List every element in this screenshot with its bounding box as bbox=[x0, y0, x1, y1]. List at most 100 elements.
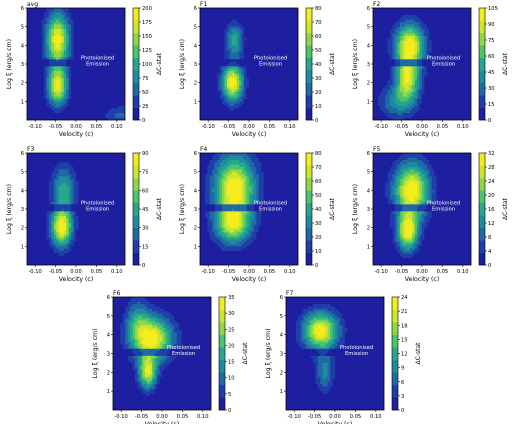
heatmap-cell bbox=[27, 68, 30, 72]
heatmap-cell bbox=[290, 33, 294, 37]
colorbar-segment bbox=[133, 32, 139, 46]
heatmap-cell bbox=[278, 71, 282, 74]
heatmap-cell bbox=[236, 71, 240, 74]
heatmap-cell bbox=[263, 101, 267, 105]
heatmap-cell bbox=[375, 87, 379, 91]
heatmap-cell bbox=[110, 82, 114, 86]
heatmap-cell bbox=[46, 71, 50, 74]
heatmap-cell bbox=[222, 10, 225, 14]
heatmap-cell bbox=[422, 96, 425, 100]
heatmap-cell bbox=[31, 89, 35, 93]
heatmap-cell bbox=[397, 103, 401, 107]
heatmap-cell bbox=[397, 94, 401, 98]
heatmap-cell bbox=[102, 61, 106, 65]
heatmap-cell bbox=[88, 52, 92, 56]
heatmap-cell bbox=[41, 71, 45, 74]
heatmap-cell bbox=[83, 110, 87, 114]
heatmap-cell bbox=[27, 94, 30, 98]
heatmap-cell bbox=[63, 106, 67, 109]
heatmap-cell bbox=[234, 26, 238, 30]
heatmap-cell bbox=[29, 50, 33, 53]
heatmap-cell bbox=[44, 50, 47, 53]
heatmap-cell bbox=[407, 12, 411, 16]
heatmap-cell bbox=[263, 17, 267, 21]
heatmap-cell bbox=[249, 12, 252, 16]
heatmap-cell bbox=[90, 54, 94, 58]
heatmap-cell bbox=[224, 78, 228, 81]
heatmap-cell bbox=[36, 17, 40, 21]
heatmap-cell bbox=[395, 92, 398, 95]
heatmap-cell bbox=[53, 15, 57, 18]
heatmap-cell bbox=[115, 92, 119, 95]
heatmap-cell bbox=[212, 117, 216, 120]
heatmap-cell bbox=[80, 89, 84, 93]
heatmap-cell bbox=[66, 113, 70, 116]
heatmap-cell bbox=[105, 89, 109, 93]
heatmap-cell bbox=[204, 19, 208, 23]
heatmap-cell bbox=[41, 57, 45, 60]
heatmap-cell bbox=[83, 99, 87, 102]
heatmap-cell bbox=[105, 82, 109, 86]
heatmap-cell bbox=[290, 78, 294, 81]
heatmap-cell bbox=[285, 45, 289, 49]
heatmap-cell bbox=[419, 101, 423, 105]
heatmap-cell bbox=[417, 106, 420, 109]
heatmap-cell bbox=[95, 17, 99, 21]
heatmap-cell bbox=[424, 12, 428, 16]
heatmap-cell bbox=[377, 22, 381, 25]
heatmap-cell bbox=[258, 40, 262, 44]
heatmap-cell bbox=[266, 12, 269, 16]
heatmap-cell bbox=[236, 73, 240, 77]
heatmap-cell bbox=[271, 22, 274, 25]
heatmap-cell bbox=[275, 38, 279, 42]
heatmap-cell bbox=[49, 57, 52, 60]
heatmap-cell bbox=[68, 108, 72, 112]
heatmap-cell bbox=[102, 26, 106, 30]
heatmap-cell bbox=[241, 117, 245, 120]
heatmap-cell bbox=[399, 38, 403, 42]
heatmap-cell bbox=[412, 36, 416, 39]
heatmap-cell bbox=[53, 52, 57, 56]
heatmap-cell bbox=[422, 38, 425, 42]
heatmap-cell bbox=[419, 99, 423, 102]
heatmap-cell bbox=[258, 19, 262, 23]
heatmap-cell bbox=[375, 108, 379, 112]
heatmap-cell bbox=[68, 31, 72, 35]
heatmap-cell bbox=[39, 82, 43, 86]
heatmap-cell bbox=[93, 15, 96, 18]
heatmap-cell bbox=[78, 110, 82, 114]
heatmap-cell bbox=[419, 68, 423, 72]
heatmap-cell bbox=[417, 64, 420, 67]
heatmap-cell bbox=[209, 87, 213, 91]
heatmap-cell bbox=[387, 17, 391, 21]
heatmap-cell bbox=[71, 87, 74, 91]
heatmap-cell bbox=[46, 66, 50, 70]
heatmap-cell bbox=[100, 19, 104, 23]
heatmap-cell bbox=[73, 31, 77, 35]
heatmap-cell bbox=[288, 64, 292, 67]
heatmap-cell bbox=[219, 61, 223, 65]
heatmap-cell bbox=[29, 103, 33, 107]
heatmap-cell bbox=[209, 24, 213, 28]
heatmap-cell bbox=[209, 66, 213, 70]
heatmap-cell bbox=[80, 64, 84, 67]
heatmap-cell bbox=[385, 85, 389, 88]
heatmap-cell bbox=[212, 94, 216, 98]
heatmap-cell bbox=[100, 57, 104, 60]
colorbar-tick-label: 40 bbox=[315, 62, 322, 68]
heatmap-cell bbox=[275, 24, 279, 28]
heatmap-cell bbox=[36, 52, 40, 56]
heatmap-cell bbox=[397, 22, 401, 25]
heatmap-cell bbox=[409, 106, 413, 109]
heatmap-cell bbox=[95, 110, 99, 114]
heatmap-cell bbox=[83, 22, 87, 25]
heatmap-cell bbox=[249, 33, 252, 37]
heatmap-cell bbox=[202, 54, 206, 58]
heatmap-cell bbox=[424, 68, 428, 72]
heatmap-cell bbox=[90, 31, 94, 35]
heatmap-cell bbox=[212, 87, 216, 91]
heatmap-cell bbox=[246, 26, 250, 30]
heatmap-cell bbox=[29, 26, 33, 30]
heatmap-cell bbox=[105, 108, 109, 112]
heatmap-cell bbox=[288, 87, 292, 91]
